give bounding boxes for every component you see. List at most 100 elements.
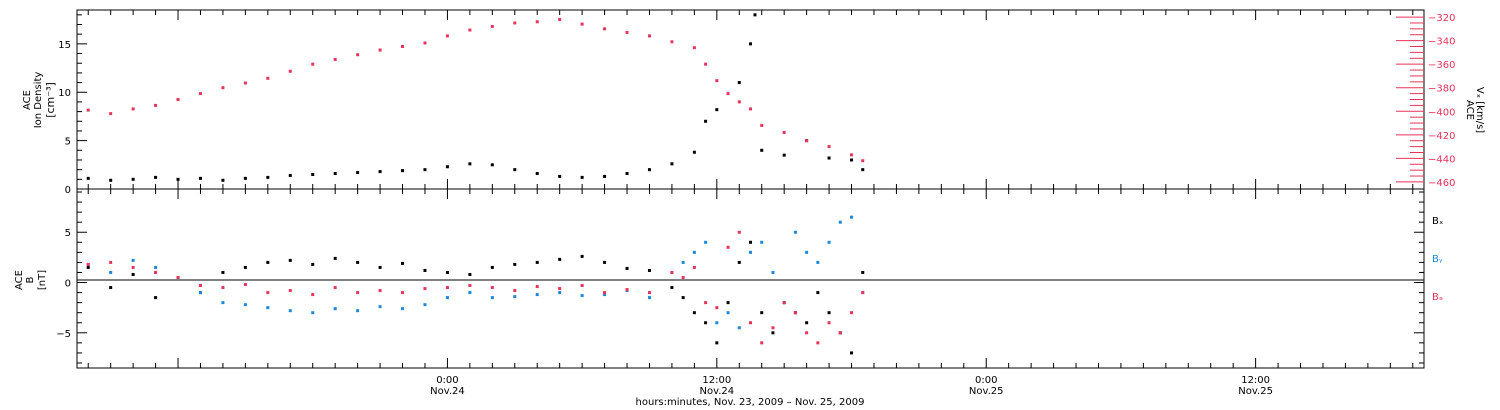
bz-point <box>109 260 113 264</box>
bz-point <box>827 321 831 325</box>
bx-point <box>401 261 405 265</box>
bz-point <box>243 283 247 287</box>
bz-point <box>513 289 517 293</box>
by-point <box>378 305 382 309</box>
density-point <box>513 168 517 172</box>
by-point <box>603 293 607 297</box>
density-point <box>490 163 494 167</box>
density-point <box>445 165 449 169</box>
bz-point <box>704 301 708 305</box>
by-point <box>288 309 292 313</box>
bz-point <box>221 286 225 290</box>
density-point <box>243 176 247 180</box>
bz-point <box>86 262 90 266</box>
by-point <box>647 296 651 300</box>
density-point <box>311 172 315 176</box>
density-point <box>131 177 135 181</box>
bx-point <box>647 268 651 272</box>
density-point <box>176 177 180 181</box>
vx-point <box>782 130 786 134</box>
bx-point <box>535 260 539 264</box>
by-point <box>580 294 584 298</box>
density-y-tick-label: 10 <box>58 88 71 99</box>
density-point <box>109 178 113 182</box>
bz-point <box>154 270 158 274</box>
density-ylabel-line1: ACE <box>22 90 33 110</box>
x-axis-title: hours:minutes, Nov. 23, 2009 – Nov. 25, … <box>636 397 865 408</box>
bz-point <box>670 270 674 274</box>
density-point <box>692 150 696 154</box>
density-point <box>749 42 752 46</box>
b-y-tick-label: 5 <box>65 228 71 239</box>
density-y-tick-label: 5 <box>65 137 71 148</box>
bz-point <box>490 286 494 290</box>
by-point <box>423 303 427 307</box>
bz-point <box>603 291 607 295</box>
bx-point <box>131 272 135 276</box>
legend-bx: Bₓ <box>1432 216 1443 227</box>
density-point <box>782 153 786 157</box>
density-point <box>670 162 674 166</box>
vx-point <box>827 145 831 149</box>
density-point <box>704 119 708 123</box>
vx-point <box>401 45 405 49</box>
bx-point <box>816 291 820 295</box>
bx-point <box>445 270 449 274</box>
axis-ticks: 0:00Nov.2412:00Nov.240:00Nov.2512:00Nov.… <box>56 10 1455 397</box>
vx-point <box>288 69 292 73</box>
bx-point <box>805 321 809 325</box>
by-point <box>816 260 820 264</box>
by-point <box>535 293 539 297</box>
vx-y-tick-label: −440 <box>1428 154 1455 165</box>
bx-point <box>356 260 360 264</box>
bx-point <box>850 351 854 355</box>
by-point <box>154 265 158 269</box>
bz-point <box>692 265 696 269</box>
x-tick-label-date: Nov.25 <box>969 386 1004 397</box>
vx-point <box>243 81 247 85</box>
bz-point <box>468 284 472 288</box>
vx-y-tick-label: −340 <box>1428 37 1455 48</box>
x-tick-label-date: Nov.25 <box>1238 386 1273 397</box>
bz-point <box>850 311 854 315</box>
by-point <box>760 240 764 244</box>
vx-point <box>805 139 809 143</box>
bz-point <box>198 284 202 288</box>
by-point <box>827 240 831 244</box>
vx-point <box>154 103 158 107</box>
by-point <box>513 295 517 299</box>
density-y-tick-label: 15 <box>58 40 71 51</box>
vx-point <box>692 46 696 50</box>
by-point <box>793 230 797 234</box>
legend-bz: Bₔ <box>1432 292 1443 303</box>
x-tick-label-time: 12:00 <box>1241 375 1270 386</box>
top-panel-frame <box>76 9 1425 190</box>
vx-point <box>625 30 629 34</box>
density-point <box>625 172 629 176</box>
by-point <box>109 270 113 274</box>
vx-y-tick-label: −400 <box>1428 107 1455 118</box>
bz-point <box>647 291 651 295</box>
bz-point <box>288 289 292 293</box>
bx-point <box>266 260 270 264</box>
bx-point <box>558 257 562 261</box>
by-point <box>805 250 809 254</box>
by-point <box>401 307 405 311</box>
density-point <box>753 13 757 17</box>
b-y-tick-label: −5 <box>56 329 71 340</box>
density-point <box>154 175 158 179</box>
bx-point <box>704 321 708 325</box>
density-point <box>647 168 651 172</box>
density-point <box>333 172 337 176</box>
density-point <box>423 168 427 172</box>
bx-point <box>580 254 584 258</box>
vx-y-tick-label: −380 <box>1428 84 1455 95</box>
b-ylabel-line1: ACE <box>14 270 25 290</box>
vx-point <box>468 28 472 32</box>
vx-point <box>109 112 113 116</box>
density-point <box>221 178 225 182</box>
by-point <box>266 306 270 310</box>
bz-point <box>838 331 842 335</box>
vx-point <box>86 108 90 112</box>
bx-point <box>670 286 674 290</box>
